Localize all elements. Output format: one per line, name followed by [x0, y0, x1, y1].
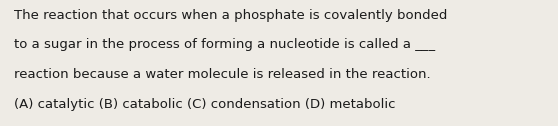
Text: to a sugar in the process of forming a nucleotide is called a ___: to a sugar in the process of forming a n… — [14, 38, 435, 51]
Text: The reaction that occurs when a phosphate is covalently bonded: The reaction that occurs when a phosphat… — [14, 9, 448, 22]
Text: (A) catalytic (B) catabolic (C) condensation (D) metabolic: (A) catalytic (B) catabolic (C) condensa… — [14, 98, 396, 111]
Text: reaction because a water molecule is released in the reaction.: reaction because a water molecule is rel… — [14, 68, 431, 81]
